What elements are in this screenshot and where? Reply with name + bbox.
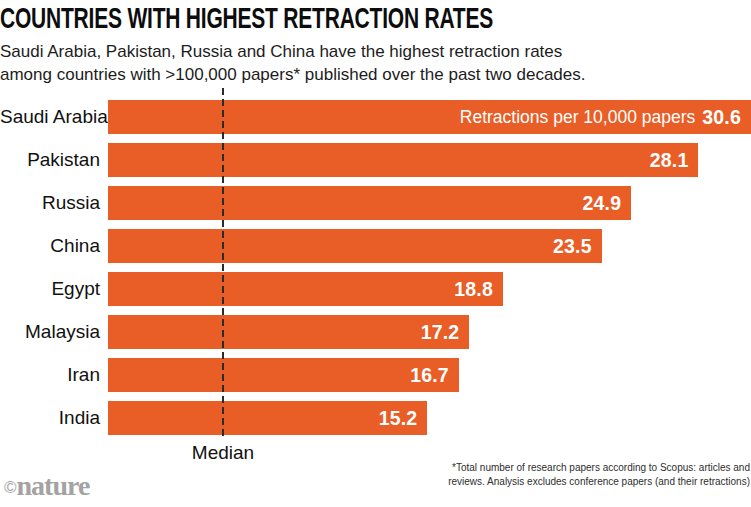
footnote-line-2: reviews. Analysis excludes conference pa… <box>448 475 750 489</box>
bar-track: 16.7 <box>108 358 751 392</box>
bar-track: Retractions per 10,000 papers 30.6 <box>108 100 751 134</box>
bar-value: 23.5 <box>553 235 592 258</box>
brand-wordmark: nature <box>17 470 90 501</box>
bar-track: 18.8 <box>108 272 751 306</box>
bar-track: 28.1 <box>108 143 751 177</box>
subtitle-line-1: Saudi Arabia, Pakistan, Russia and China… <box>0 40 751 63</box>
category-label: Iran <box>0 358 108 392</box>
bar-row-china: China 23.5 <box>0 229 751 263</box>
category-label: Egypt <box>0 272 108 306</box>
bar-track: 17.2 <box>108 315 751 349</box>
bar-value: 30.6 <box>702 106 741 129</box>
median-label: Median <box>163 442 283 464</box>
bar-china: 23.5 <box>108 229 602 263</box>
subtitle-line-2: among countries with >100,000 papers* pu… <box>0 63 751 86</box>
bar-track: 24.9 <box>108 186 751 220</box>
bar-track: 23.5 <box>108 229 751 263</box>
bar-saudi-arabia: Retractions per 10,000 papers 30.6 <box>108 100 751 134</box>
bar-units-annotation: Retractions per 10,000 papers <box>460 107 695 128</box>
bar-row-india: India 15.2 <box>0 401 751 435</box>
bar-iran: 16.7 <box>108 358 459 392</box>
bar-egypt: 18.8 <box>108 272 503 306</box>
category-label: China <box>0 229 108 263</box>
bar-russia: 24.9 <box>108 186 631 220</box>
bar-chart: Saudi Arabia Retractions per 10,000 pape… <box>0 100 751 444</box>
footnote-line-1: *Total number of research papers accordi… <box>448 461 750 475</box>
bar-row-russia: Russia 24.9 <box>0 186 751 220</box>
retraction-rates-infographic: COUNTRIES WITH HIGHEST RETRACTION RATES … <box>0 0 751 507</box>
median-reference-line <box>222 88 224 440</box>
bar-row-pakistan: Pakistan 28.1 <box>0 143 751 177</box>
category-label: Pakistan <box>0 143 108 177</box>
bar-row-iran: Iran 16.7 <box>0 358 751 392</box>
bar-row-egypt: Egypt 18.8 <box>0 272 751 306</box>
bar-row-malaysia: Malaysia 17.2 <box>0 315 751 349</box>
bar-value: 16.7 <box>410 364 449 387</box>
copyright-icon: © <box>4 478 17 497</box>
bar-value: 28.1 <box>650 149 689 172</box>
nature-logo: ©nature <box>4 470 89 502</box>
bar-value: 24.9 <box>582 192 621 215</box>
bar-pakistan: 28.1 <box>108 143 698 177</box>
footnote: *Total number of research papers accordi… <box>448 461 750 488</box>
bar-malaysia: 17.2 <box>108 315 469 349</box>
chart-title: COUNTRIES WITH HIGHEST RETRACTION RATES <box>0 1 526 35</box>
category-label: Russia <box>0 186 108 220</box>
bar-value: 15.2 <box>379 407 418 430</box>
bar-value: 18.8 <box>454 278 493 301</box>
bar-value: 17.2 <box>421 321 460 344</box>
bar-row-saudi-arabia: Saudi Arabia Retractions per 10,000 pape… <box>0 100 751 134</box>
category-label: Saudi Arabia <box>0 100 108 134</box>
bar-track: 15.2 <box>108 401 751 435</box>
category-label: India <box>0 401 108 435</box>
category-label: Malaysia <box>0 315 108 349</box>
chart-header: COUNTRIES WITH HIGHEST RETRACTION RATES … <box>0 0 751 86</box>
chart-subtitle: Saudi Arabia, Pakistan, Russia and China… <box>0 40 751 86</box>
bar-india: 15.2 <box>108 401 427 435</box>
